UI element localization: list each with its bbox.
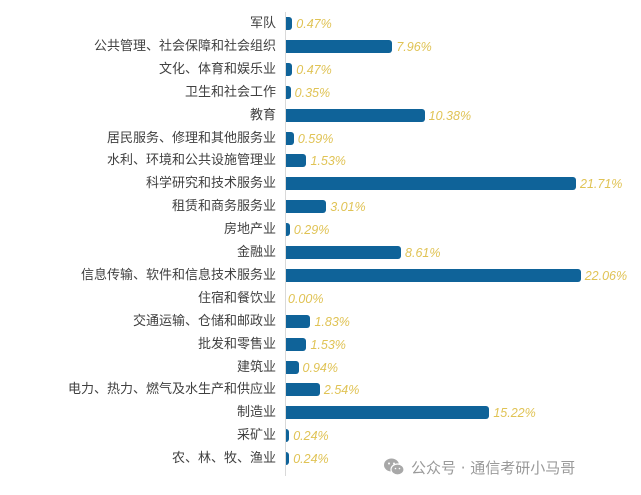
bar-row: 房地产业 0.29%	[0, 218, 641, 241]
bar-row: 军队 0.47%	[0, 12, 641, 35]
bar	[286, 17, 293, 30]
bar	[286, 85, 291, 99]
category-label: 制造业	[236, 405, 276, 421]
watermark: 公众号 · 通信考研小马哥	[383, 454, 575, 480]
bar	[286, 452, 290, 466]
value-label: 1.83%	[314, 314, 350, 329]
bar	[286, 223, 290, 237]
bar	[286, 39, 393, 53]
bar	[286, 108, 425, 122]
bar	[286, 268, 581, 282]
category-label: 金融业	[236, 245, 276, 260]
bar-row: 制造业 15.22%	[0, 401, 641, 424]
bar	[286, 383, 320, 397]
wechat-icon	[384, 458, 405, 476]
category-label: 卫生和社会工作	[184, 84, 276, 100]
bar	[286, 360, 299, 374]
category-label: 建筑业	[236, 359, 276, 375]
bar-row: 建筑业 0.94%	[0, 356, 641, 379]
category-label: 租赁和商务服务业	[171, 199, 276, 215]
bar	[286, 200, 327, 214]
bar-row: 教育 10.38%	[0, 104, 641, 127]
value-label: 1.53%	[310, 154, 346, 169]
value-label: 0.47%	[296, 62, 332, 77]
category-label: 批发和零售业	[197, 336, 276, 352]
category-label: 农、林、牧、渔业	[171, 451, 276, 467]
bar-row: 卫生和社会工作 0.35%	[0, 81, 641, 104]
bar-row: 农、林、牧、渔业 0.24%	[0, 447, 641, 470]
bar	[286, 337, 307, 351]
value-label: 8.61%	[405, 246, 441, 260]
value-label: 2.54%	[323, 383, 360, 398]
value-label: 0.24%	[293, 429, 329, 444]
category-label: 军队	[249, 16, 276, 31]
category-label: 信息传输、软件和信息技术服务业	[80, 267, 276, 283]
value-label: 0.24%	[293, 452, 329, 467]
category-label: 公共管理、社会保障和社会组织	[93, 38, 276, 54]
bar-row: 公共管理、社会保障和社会组织 7.96%	[0, 35, 641, 58]
category-label: 采矿业	[236, 428, 276, 444]
bar	[286, 62, 293, 76]
category-label: 电力、热力、燃气及水生产和供应业	[67, 382, 276, 398]
value-label: 10.38%	[428, 108, 472, 123]
value-label: 0.94%	[302, 360, 338, 375]
value-label: 0.35%	[294, 85, 331, 100]
bar-row: 居民服务、修理和其他服务业 0.59%	[0, 127, 641, 150]
bar	[286, 429, 290, 443]
bar	[286, 314, 311, 328]
bar-row: 住宿和餐饮业 0.00%	[0, 287, 641, 310]
value-label: 0.59%	[297, 131, 334, 146]
category-label: 住宿和餐饮业	[197, 290, 276, 306]
bar	[286, 177, 577, 191]
value-label: 15.22%	[493, 406, 536, 421]
bar-row: 电力、热力、燃气及水生产和供应业 2.54%	[0, 378, 641, 401]
value-label: 22.06%	[584, 268, 628, 283]
value-label: 0.00%	[288, 291, 324, 306]
value-label: 1.53%	[310, 337, 346, 352]
category-label: 教育	[249, 107, 276, 123]
category-label: 科学研究和技术服务业	[145, 176, 276, 192]
value-label: 3.01%	[330, 200, 366, 215]
value-label: 0.29%	[293, 223, 330, 238]
bar	[286, 131, 294, 145]
bar-row: 信息传输、软件和信息技术服务业 22.06%	[0, 264, 641, 287]
y-axis-line	[285, 12, 286, 476]
bar-row: 水利、环境和公共设施管理业 1.53%	[0, 149, 641, 172]
bar	[286, 154, 307, 168]
value-label: 7.96%	[396, 39, 432, 54]
category-label: 水利、环境和公共设施管理业	[106, 153, 276, 169]
category-label: 房地产业	[223, 222, 276, 238]
value-label: 0.47%	[296, 17, 332, 31]
category-label: 交通运输、仓储和邮政业	[132, 313, 276, 329]
bar-row: 文化、体育和娱乐业 0.47%	[0, 58, 641, 81]
bar-row: 金融业 8.61%	[0, 241, 641, 264]
category-label: 居民服务、修理和其他服务业	[106, 130, 276, 146]
bar-row: 采矿业 0.24%	[0, 424, 641, 447]
bar	[286, 246, 402, 259]
bar-row: 租赁和商务服务业 3.01%	[0, 195, 641, 218]
bar-row: 科学研究和技术服务业 21.71%	[0, 172, 641, 195]
bar	[286, 406, 490, 420]
category-label: 文化、体育和娱乐业	[158, 61, 276, 77]
watermark-text: 公众号 · 通信考研小马哥	[411, 458, 576, 477]
value-label: 21.71%	[580, 177, 623, 192]
bar-row: 批发和零售业 1.53%	[0, 333, 641, 356]
bar-row: 交通运输、仓储和邮政业 1.83%	[0, 310, 641, 333]
